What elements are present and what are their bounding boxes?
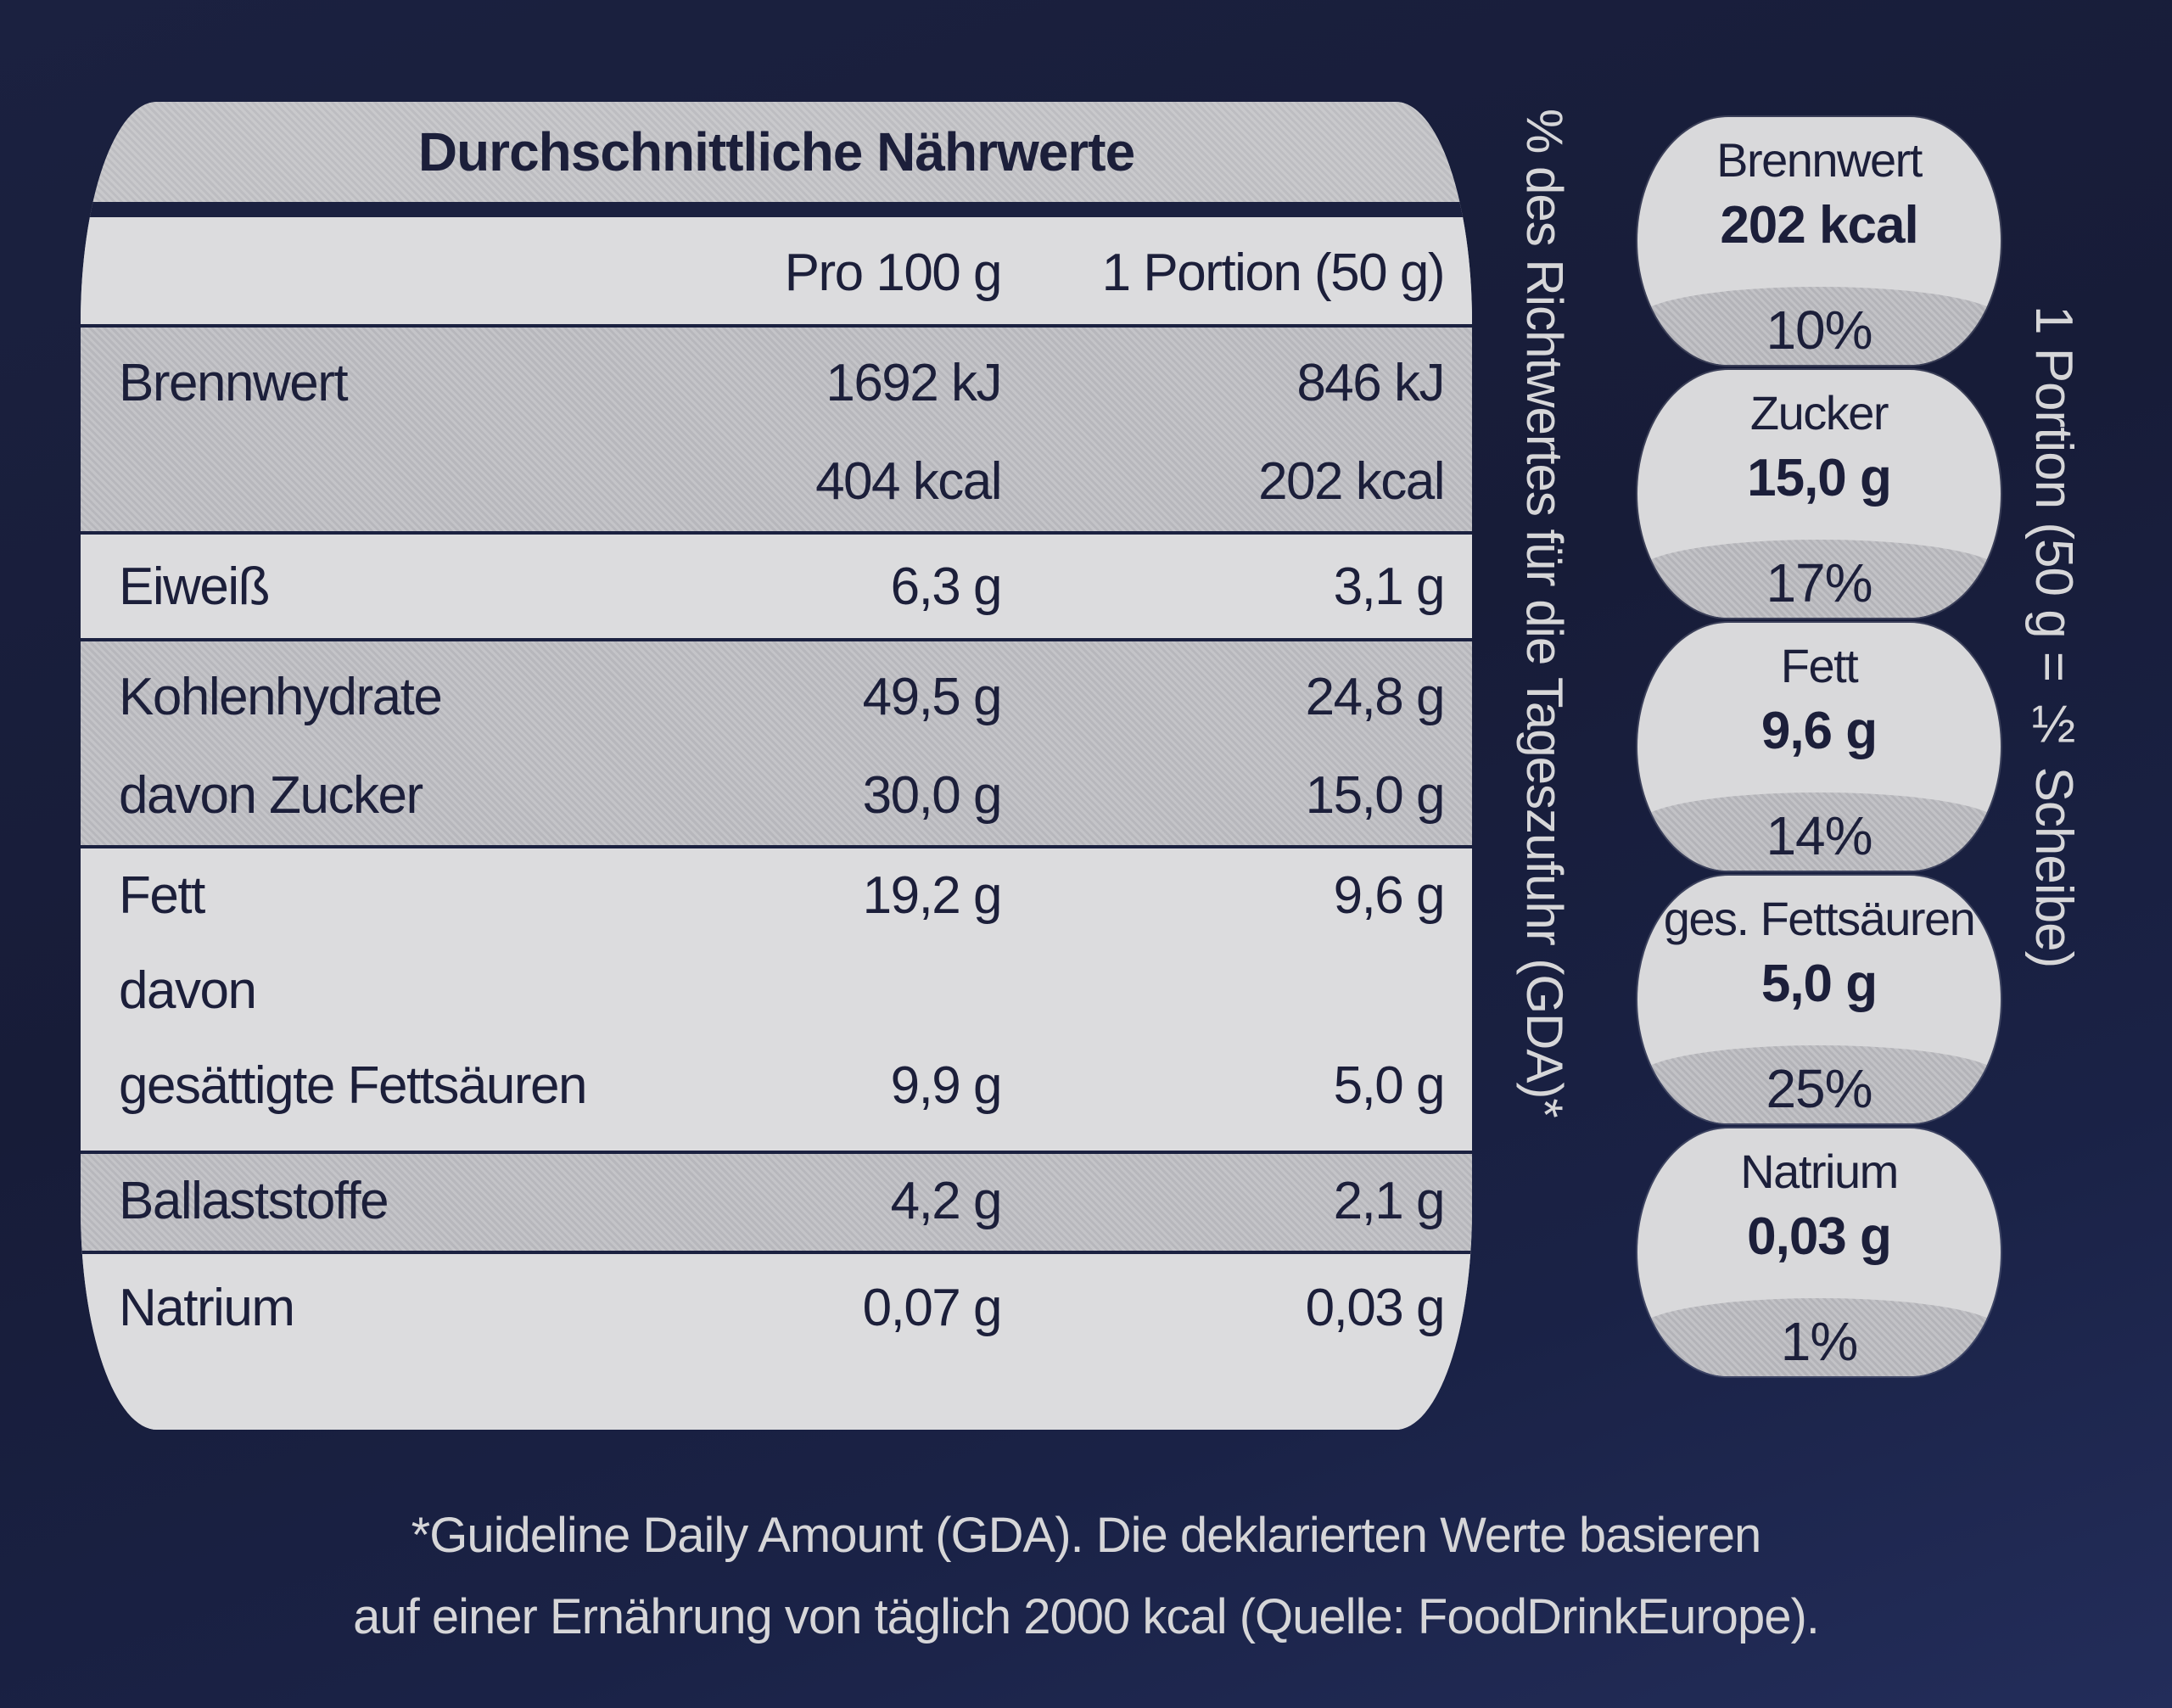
row-label-carbs: Kohlenhydrate bbox=[119, 668, 443, 726]
gda-badge-name: Brennwert bbox=[1716, 133, 1923, 187]
row-divider bbox=[81, 324, 1472, 328]
row-label-fat: Fett bbox=[119, 866, 205, 925]
gda-badge-name: Zucker bbox=[1749, 386, 1889, 440]
gda-percent-band bbox=[1637, 1298, 2001, 1376]
gda-percent-band bbox=[1637, 540, 2001, 618]
satfat-per100: 9,9 g bbox=[890, 1056, 1003, 1115]
gda-side-label: % des Richtwertes für die Tageszufuhr (G… bbox=[1516, 109, 1573, 1117]
col-header-per100: Pro 100 g bbox=[784, 244, 1003, 302]
gda-badge-percent: 14% bbox=[1766, 805, 1873, 866]
table-row-fibre: Ballaststoffe 4,2 g 2,1 g bbox=[81, 1152, 1472, 1252]
gda-badge-name: ges. Fettsäuren bbox=[1663, 892, 1976, 945]
title-divider bbox=[81, 202, 1472, 217]
energy-portion-kcal: 202 kcal bbox=[1258, 452, 1445, 511]
sodium-per100: 0,07 g bbox=[862, 1279, 1003, 1337]
gda-badge-value: 202 kcal bbox=[1720, 196, 1918, 255]
gda-percent-band bbox=[1637, 792, 2001, 871]
energy-portion-kj: 846 kJ bbox=[1296, 354, 1445, 412]
nutrition-table-panel: Durchschnittliche Nährwerte Pro 100 g 1 … bbox=[81, 102, 1472, 1430]
table-row-protein: Eiweiß 6,3 g 3,1 g bbox=[81, 533, 1472, 640]
gda-badge-fat: Fett 9,6 g 14% bbox=[1637, 623, 2001, 871]
gda-percent-band bbox=[1637, 1045, 2001, 1123]
row-label-fibre: Ballaststoffe bbox=[119, 1172, 389, 1230]
row-label-protein: Eiweiß bbox=[119, 557, 271, 616]
carbs-per100: 49,5 g bbox=[862, 668, 1003, 726]
gda-badge-value: 9,6 g bbox=[1761, 702, 1878, 760]
portion-side-label: 1 Portion (50 g = ½ Scheibe) bbox=[2024, 305, 2083, 968]
col-header-portion: 1 Portion (50 g) bbox=[1101, 244, 1446, 302]
fat-per100: 19,2 g bbox=[862, 866, 1003, 925]
gda-badge-value: 0,03 g bbox=[1747, 1207, 1892, 1266]
gda-badge-percent: 10% bbox=[1766, 300, 1873, 361]
gda-badge-value: 15,0 g bbox=[1747, 449, 1892, 507]
gda-badge-satfat: ges. Fettsäuren 5,0 g 25% bbox=[1637, 876, 2001, 1123]
sodium-portion: 0,03 g bbox=[1305, 1279, 1446, 1337]
gda-badge-name: Natrium bbox=[1740, 1145, 1899, 1198]
table-row-fat: Fett 19,2 g 9,6 g davon gesättigte Fetts… bbox=[81, 847, 1472, 1152]
table-header-row: Pro 100 g 1 Portion (50 g) bbox=[81, 217, 1472, 326]
row-divider bbox=[81, 1251, 1472, 1254]
sugar-per100: 30,0 g bbox=[862, 766, 1003, 825]
gda-badge-sodium: Natrium 0,03 g 1% bbox=[1637, 1128, 2001, 1376]
row-label-sodium: Natrium bbox=[119, 1279, 295, 1337]
gda-badge-percent: 1% bbox=[1780, 1311, 1859, 1372]
row-label-fat-davon: davon bbox=[119, 961, 257, 1020]
protein-per100: 6,3 g bbox=[890, 557, 1003, 616]
gda-badge-sugar: Zucker 15,0 g 17% bbox=[1637, 370, 2001, 618]
row-divider bbox=[81, 638, 1472, 641]
gda-percent-band bbox=[1637, 287, 2001, 365]
table-row-sodium: Natrium 0,07 g 0,03 g bbox=[81, 1252, 1472, 1430]
gda-badge-value: 5,0 g bbox=[1761, 955, 1878, 1013]
footnote-line-1: *Guideline Daily Amount (GDA). Die dekla… bbox=[411, 1508, 1762, 1563]
row-label-satfat: gesättigte Fettsäuren bbox=[119, 1056, 587, 1115]
protein-portion: 3,1 g bbox=[1333, 557, 1446, 616]
fat-portion: 9,6 g bbox=[1333, 866, 1446, 925]
gda-badge-percent: 25% bbox=[1766, 1058, 1873, 1119]
satfat-portion: 5,0 g bbox=[1333, 1056, 1446, 1115]
fibre-portion: 2,1 g bbox=[1333, 1172, 1446, 1230]
row-divider bbox=[81, 531, 1472, 535]
table-row-carbs: Kohlenhydrate 49,5 g 24,8 g davon Zucker… bbox=[81, 640, 1472, 847]
row-divider bbox=[81, 1151, 1472, 1154]
gda-badge-name: Fett bbox=[1780, 639, 1859, 692]
gda-badge-percent: 17% bbox=[1766, 552, 1873, 613]
carbs-portion: 24,8 g bbox=[1305, 668, 1446, 726]
footnote-line-2: auf einer Ernährung von täglich 2000 kca… bbox=[353, 1589, 1820, 1644]
table-title: Durchschnittliche Nährwerte bbox=[417, 121, 1135, 182]
energy-per100-kcal: 404 kcal bbox=[815, 452, 1002, 511]
row-label-energy: Brennwert bbox=[119, 354, 349, 412]
sugar-portion: 15,0 g bbox=[1305, 766, 1446, 825]
table-title-band bbox=[81, 102, 1472, 202]
table-row-energy: Brennwert 1692 kJ 846 kJ 404 kcal 202 kc… bbox=[81, 326, 1472, 533]
gda-badge-energy: Brennwert 202 kcal 10% bbox=[1637, 117, 2001, 365]
fibre-per100: 4,2 g bbox=[890, 1172, 1003, 1230]
row-label-sugar: davon Zucker bbox=[119, 766, 423, 825]
energy-per100-kj: 1692 kJ bbox=[826, 354, 1002, 412]
row-divider bbox=[81, 845, 1472, 848]
